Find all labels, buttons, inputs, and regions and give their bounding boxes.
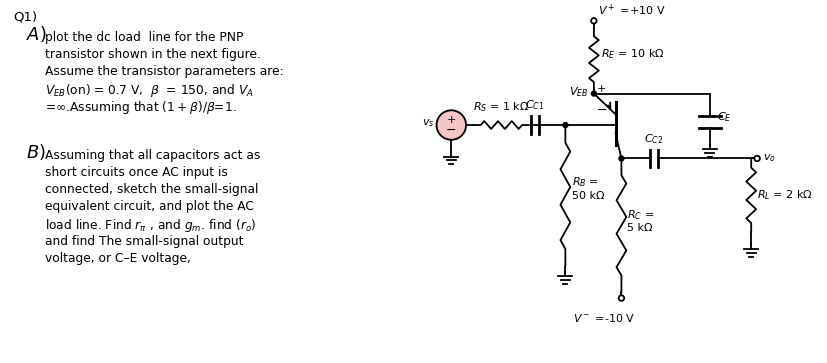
Text: =$\infty$.Assuming that $(1 + \mathit{\beta})/\mathit{\beta}$=1.: =$\infty$.Assuming that $(1 + \mathit{\b… <box>45 99 237 117</box>
Text: Assuming that all capacitors act as: Assuming that all capacitors act as <box>45 148 261 162</box>
Text: voltage, or C–E voltage,: voltage, or C–E voltage, <box>45 252 191 265</box>
Text: $\mathbf{\mathit{A}}$): $\mathbf{\mathit{A}}$) <box>26 24 46 44</box>
Text: plot the dc load  line for the PNP: plot the dc load line for the PNP <box>45 30 243 44</box>
Text: +: + <box>596 83 605 94</box>
Text: $R_E$ = 10 kΩ: $R_E$ = 10 kΩ <box>600 47 663 61</box>
Text: Q1): Q1) <box>14 11 38 24</box>
Text: −: − <box>595 104 606 117</box>
Text: short circuits once AC input is: short circuits once AC input is <box>45 166 227 179</box>
Text: $V^+$ =+10 V: $V^+$ =+10 V <box>597 3 665 18</box>
Text: load line. Find $r_\pi$ , and $g_m$. find ($r_o$): load line. Find $r_\pi$ , and $g_m$. fin… <box>45 217 256 234</box>
Text: $v_o$: $v_o$ <box>762 152 775 164</box>
Circle shape <box>590 91 595 96</box>
Text: and find The small-signal output: and find The small-signal output <box>45 234 243 248</box>
Text: equivalent circuit, and plot the AC: equivalent circuit, and plot the AC <box>45 200 254 213</box>
Text: $V_{EB}$: $V_{EB}$ <box>568 85 587 98</box>
Text: $v_s$: $v_s$ <box>422 117 434 129</box>
Text: $C_{C1}$: $C_{C1}$ <box>524 98 544 112</box>
Text: $C_{C2}$: $C_{C2}$ <box>643 132 662 146</box>
Text: $R_B$ =
50 kΩ: $R_B$ = 50 kΩ <box>571 175 604 201</box>
Text: −: − <box>446 123 456 136</box>
Circle shape <box>619 156 623 161</box>
Text: $\mathbf{\mathit{B}}$): $\mathbf{\mathit{B}}$) <box>26 142 45 162</box>
Circle shape <box>562 123 567 127</box>
Text: $R_S$ = 1 kΩ: $R_S$ = 1 kΩ <box>473 101 529 114</box>
Text: $\mathit{V_{EB}}$(on) = 0.7 V,  $\mathit{\beta}$  = 150, and $\mathit{V_A}$: $\mathit{V_{EB}}$(on) = 0.7 V, $\mathit{… <box>45 82 254 99</box>
Text: connected, sketch the small-signal: connected, sketch the small-signal <box>45 183 258 196</box>
Text: $R_L$ = 2 kΩ: $R_L$ = 2 kΩ <box>756 188 812 202</box>
Text: $C_E$: $C_E$ <box>716 110 730 124</box>
Text: $V^-$ =-10 V: $V^-$ =-10 V <box>571 312 634 324</box>
Text: Assume the transistor parameters are:: Assume the transistor parameters are: <box>45 65 284 78</box>
Text: $R_C$ =
5 kΩ: $R_C$ = 5 kΩ <box>627 208 653 233</box>
Text: +: + <box>446 115 456 125</box>
Circle shape <box>436 110 466 140</box>
Text: transistor shown in the next figure.: transistor shown in the next figure. <box>45 48 261 61</box>
